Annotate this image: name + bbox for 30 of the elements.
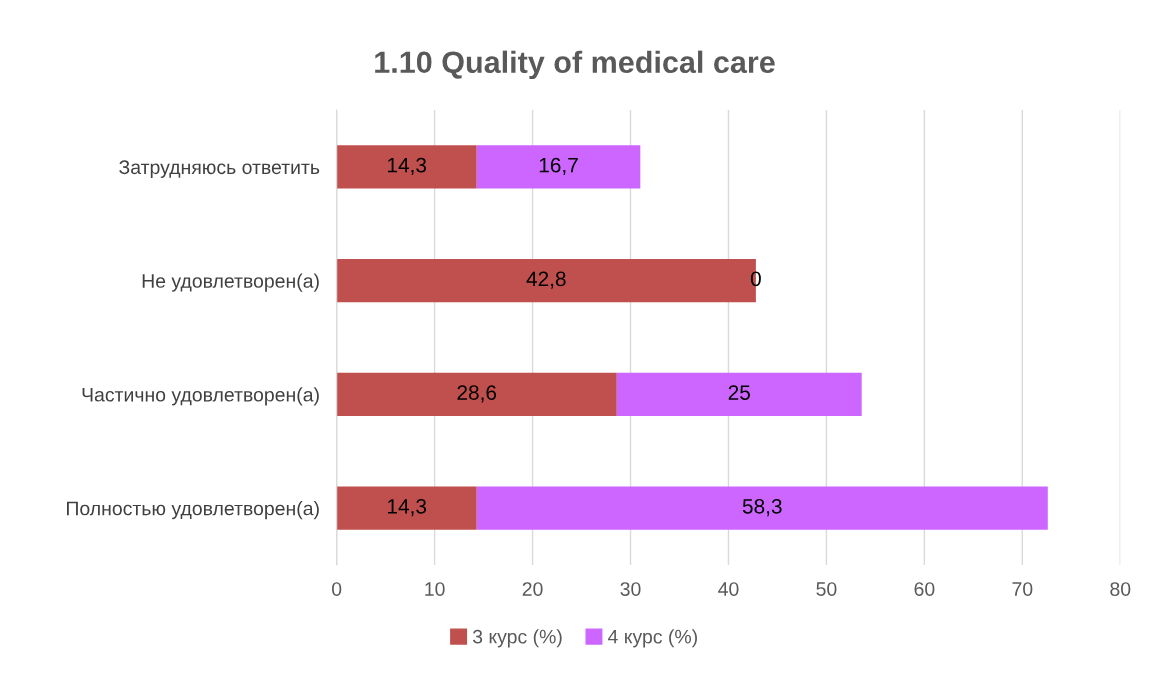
bar <box>476 486 1048 530</box>
x-tick-label: 0 <box>332 582 342 596</box>
y-tick-label: Затрудняюсь ответить <box>119 160 320 178</box>
data-label: 42,8 <box>526 271 566 289</box>
x-tick-label: 80 <box>1110 582 1131 596</box>
data-label: 58,3 <box>742 498 782 517</box>
data-label: 14,3 <box>388 498 427 517</box>
x-tick-label: 10 <box>425 582 445 596</box>
bar <box>336 372 617 416</box>
legend-label: 3 курс (%) <box>472 629 562 648</box>
x-tick-label: 30 <box>620 582 641 596</box>
data-label: 16,7 <box>539 157 578 175</box>
legend-label: 4 курс (%) <box>608 629 697 648</box>
x-tick-label: 20 <box>522 582 543 596</box>
bar <box>336 145 477 189</box>
x-tick-label: 50 <box>816 582 837 596</box>
bar <box>476 145 641 189</box>
bar <box>616 372 862 416</box>
y-tick-label: Частично удовлетворен(а) <box>82 387 319 406</box>
x-tick-label: 70 <box>1012 582 1033 596</box>
data-label: 0 <box>750 271 761 287</box>
data-label: 14,3 <box>388 157 427 175</box>
x-tick-label: 40 <box>718 582 739 596</box>
data-label: 28,6 <box>457 385 497 403</box>
chart-title: 1.10 Quality of medical care <box>375 50 775 80</box>
data-label: 25 <box>728 385 750 400</box>
y-tick-label: Не удовлетворен(а) <box>142 273 319 292</box>
bar <box>336 486 477 530</box>
y-tick-label: Полностью удовлетворен(а) <box>67 501 319 520</box>
x-tick-label: 60 <box>914 582 935 596</box>
